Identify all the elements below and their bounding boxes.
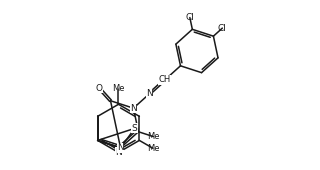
Text: N: N bbox=[146, 89, 153, 98]
Text: Me: Me bbox=[112, 84, 125, 93]
Text: O: O bbox=[96, 84, 103, 93]
Text: Cl: Cl bbox=[185, 13, 194, 22]
Text: CH: CH bbox=[159, 75, 171, 84]
Text: S: S bbox=[132, 124, 138, 133]
Text: N: N bbox=[117, 143, 124, 152]
Text: N: N bbox=[130, 104, 137, 113]
Text: N: N bbox=[115, 148, 122, 157]
Text: Me: Me bbox=[147, 144, 159, 153]
Text: Me: Me bbox=[147, 132, 160, 141]
Text: Cl: Cl bbox=[218, 24, 227, 33]
